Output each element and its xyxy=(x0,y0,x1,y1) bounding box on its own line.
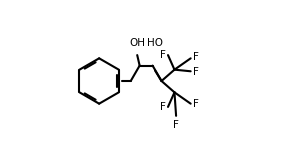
Text: F: F xyxy=(173,120,179,130)
Text: F: F xyxy=(160,50,166,60)
Text: F: F xyxy=(193,99,199,109)
Text: F: F xyxy=(160,102,166,112)
Text: F: F xyxy=(193,52,199,62)
Text: HO: HO xyxy=(147,38,163,48)
Text: F: F xyxy=(193,67,199,77)
Text: OH: OH xyxy=(129,38,145,48)
